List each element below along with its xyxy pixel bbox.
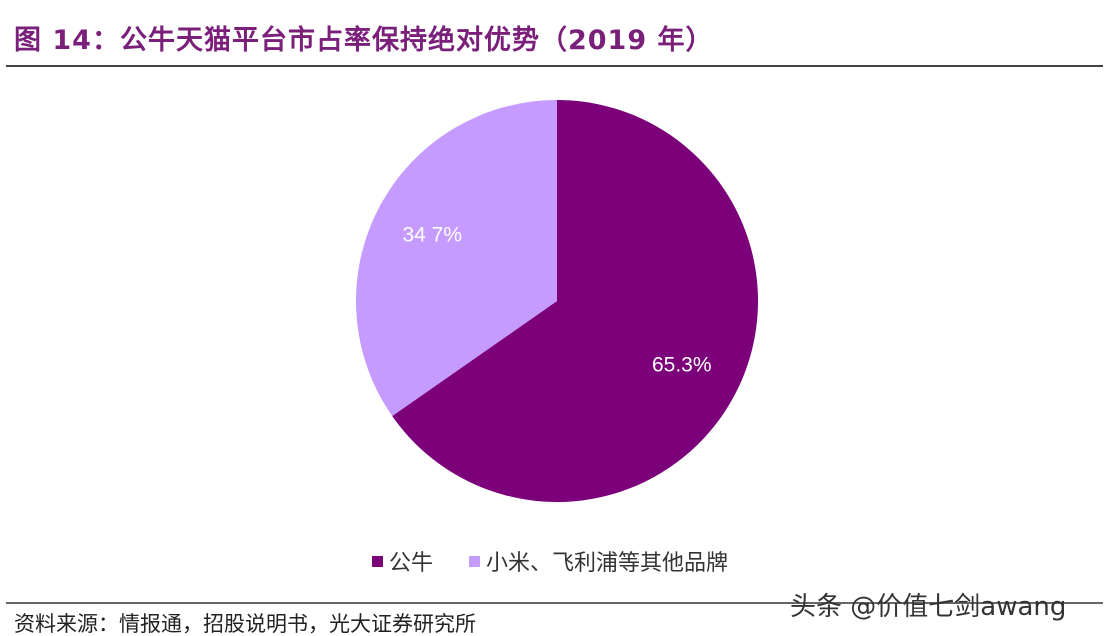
watermark: 头条 @价值七剑awang bbox=[790, 592, 1067, 622]
pie-slice-0 bbox=[392, 100, 758, 502]
legend-swatch-gongniu bbox=[372, 555, 383, 567]
pie-label-0: 65.3% bbox=[652, 354, 712, 377]
pie-slice-1 bbox=[356, 99, 557, 417]
source-divider bbox=[6, 602, 1103, 604]
source-note: 资料来源：情报通，招股说明书，光大证券研究所 bbox=[14, 612, 476, 636]
legend-item-gongniu: 公牛 bbox=[372, 545, 433, 577]
legend-label-others: 小米、飞利浦等其他品牌 bbox=[486, 551, 729, 576]
figure-title: 图 14：公牛天猫平台市占率保持绝对优势（2019 年） bbox=[14, 25, 714, 56]
pie-slices bbox=[356, 99, 758, 502]
legend-swatch-others bbox=[469, 555, 481, 567]
chart-legend: 公牛 小米、飞利浦等其他品牌 bbox=[372, 545, 764, 577]
legend-label-gongniu: 公牛 bbox=[389, 551, 434, 576]
legend-item-others: 小米、飞利浦等其他品牌 bbox=[469, 545, 728, 577]
pie-label-1: 34 7% bbox=[402, 223, 462, 246]
pie-labels: 65.3% 34 7% bbox=[402, 223, 711, 376]
title-divider bbox=[6, 65, 1103, 67]
